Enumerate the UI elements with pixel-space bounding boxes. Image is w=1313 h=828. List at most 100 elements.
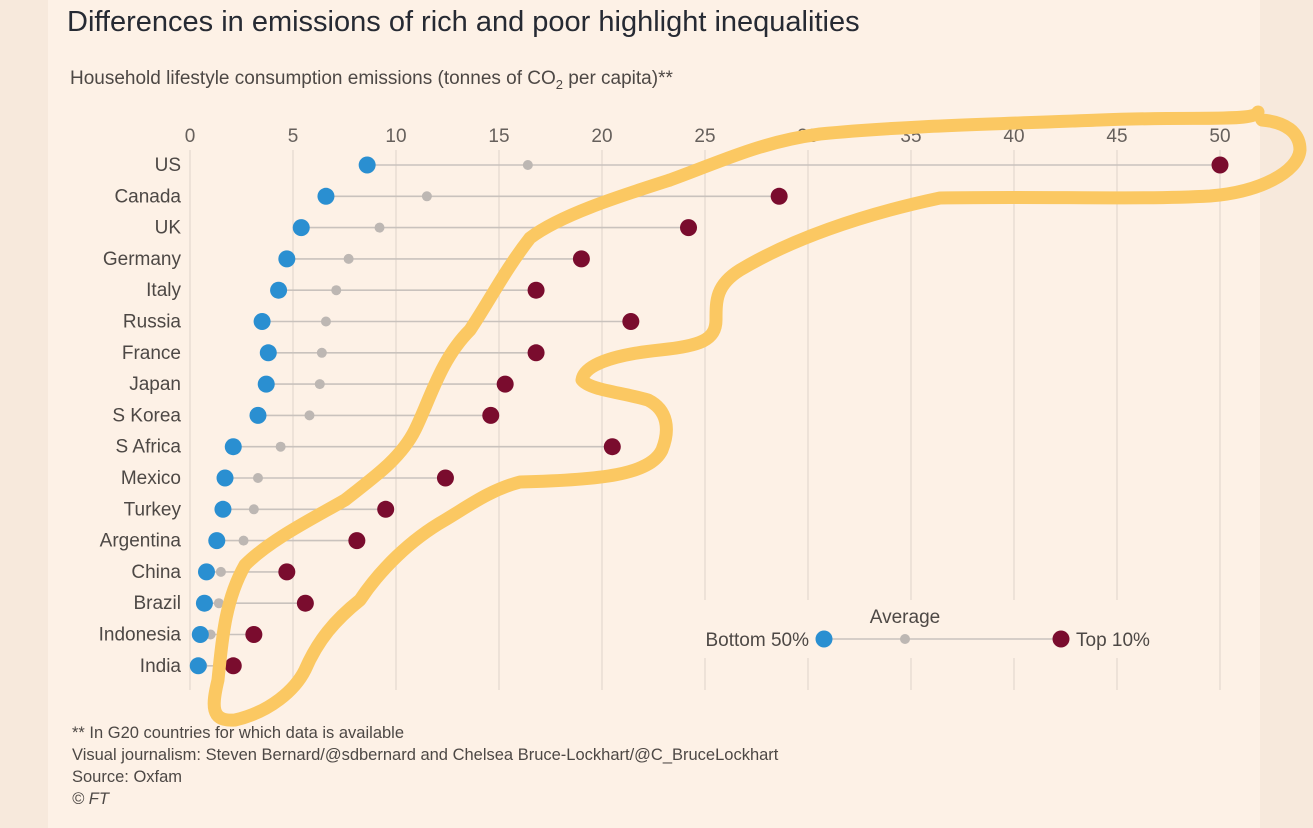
chart-subtitle: Household lifestyle consumption emission… [70, 68, 673, 92]
bottom-50-point [197, 563, 215, 581]
top-10-point [496, 375, 514, 393]
average-point [522, 160, 533, 170]
y-tick-label: Indonesia [99, 625, 182, 646]
legend-average-point [900, 634, 910, 644]
x-tick-label: 15 [488, 126, 509, 147]
x-tick-label: 50 [1209, 126, 1230, 147]
bottom-50-point [358, 156, 376, 174]
top-10-point [1211, 156, 1229, 174]
bottom-50-point [259, 344, 277, 362]
data-row: China [131, 562, 296, 583]
average-point [252, 473, 263, 483]
bottom-50-point [214, 500, 232, 518]
x-tick-label: 0 [185, 126, 196, 147]
legend: Average Bottom 50% Top 10% [658, 600, 1178, 658]
average-point [248, 504, 259, 515]
data-row: Turkey [124, 499, 395, 520]
bottom-50-point [257, 375, 275, 393]
average-point [314, 379, 325, 390]
x-tick-label: 40 [1003, 126, 1024, 147]
top-10-point [348, 532, 366, 550]
data-row: India [140, 656, 242, 677]
data-row: Russia [123, 312, 640, 333]
x-tick-label: 25 [694, 126, 715, 147]
legend-average-label: Average [870, 607, 940, 628]
y-tick-label: France [122, 343, 181, 364]
data-row: UK [155, 218, 698, 239]
y-tick-label: Argentina [100, 531, 182, 552]
legend-bottom-label: Bottom 50% [706, 630, 810, 651]
average-point [320, 316, 331, 327]
bottom-50-point [292, 219, 310, 237]
bottom-50-point [253, 313, 271, 330]
y-tick-label: US [155, 155, 181, 176]
average-point [316, 347, 327, 358]
y-tick-label: Italy [146, 280, 181, 301]
average-point [421, 191, 432, 202]
y-tick-label: Turkey [124, 499, 182, 520]
highlight-annotation-stroke [207, 105, 1307, 727]
subtitle-unit: per capita)** [563, 68, 673, 89]
y-tick-label: S Korea [112, 405, 181, 426]
bottom-50-point [249, 406, 267, 424]
legend-top-point [1052, 630, 1070, 648]
bottom-50-point [278, 250, 296, 268]
data-row: Mexico [121, 468, 454, 489]
copyright: © FT [72, 790, 109, 808]
y-tick-label: S Africa [116, 437, 182, 458]
x-tick-label: 5 [288, 126, 299, 147]
x-tick-label: 45 [1106, 126, 1127, 147]
average-point [374, 222, 385, 233]
y-tick-label: UK [155, 218, 182, 239]
average-point [331, 285, 342, 296]
chart-title: Differences in emissions of rich and poo… [67, 6, 860, 38]
y-tick-label: Germany [103, 249, 182, 270]
data-row: Brazil [133, 593, 314, 614]
y-tick-label: Canada [114, 186, 181, 207]
x-axis-ticks: 0 5 10 15 20 25 30 35 40 45 50 [185, 126, 1231, 147]
bottom-50-point [208, 532, 226, 550]
top-10-point [603, 438, 621, 456]
top-10-point [527, 344, 545, 362]
bottom-50-point [270, 281, 288, 299]
legend-bottom-point [815, 630, 833, 648]
legend-background [658, 600, 1178, 658]
subtitle-text: Household lifestyle consumption emission… [70, 68, 556, 89]
data-row: S Korea [112, 405, 500, 426]
bottom-50-point [195, 594, 213, 612]
top-10-point [224, 657, 242, 675]
top-10-point [296, 594, 314, 612]
average-point [343, 253, 354, 264]
data-row: France [122, 343, 545, 364]
bottom-50-point [216, 469, 234, 487]
top-10-point [482, 406, 500, 424]
x-tick-label: 10 [385, 126, 406, 147]
subtitle-subscript: 2 [555, 76, 564, 92]
y-tick-label: India [140, 656, 182, 677]
y-tick-label: Japan [129, 374, 181, 395]
chart-footer: ** In G20 countries for which data is av… [72, 722, 778, 810]
average-point [238, 535, 249, 546]
bottom-50-point [191, 626, 209, 643]
bottom-50-point [224, 438, 242, 456]
data-row: Germany [103, 249, 590, 270]
data-row: Canada [114, 186, 788, 207]
x-tick-label: 20 [591, 126, 612, 147]
top-10-point [377, 500, 395, 518]
top-10-point [770, 187, 788, 205]
source: Source: Oxfam [72, 768, 183, 786]
average-point [275, 441, 286, 452]
top-10-point [278, 563, 296, 581]
data-row: US [155, 155, 1229, 176]
data-row: S Africa [116, 437, 621, 458]
top-10-point [245, 626, 263, 643]
credits: Visual journalism: Steven Bernard/@sdber… [72, 746, 779, 764]
footnote: ** In G20 countries for which data is av… [72, 724, 405, 742]
top-10-point [436, 469, 454, 487]
average-point [304, 410, 315, 421]
y-tick-label: China [131, 562, 181, 583]
y-tick-label: Russia [123, 312, 182, 333]
data-row: Japan [129, 374, 514, 395]
bottom-50-point [317, 187, 335, 205]
